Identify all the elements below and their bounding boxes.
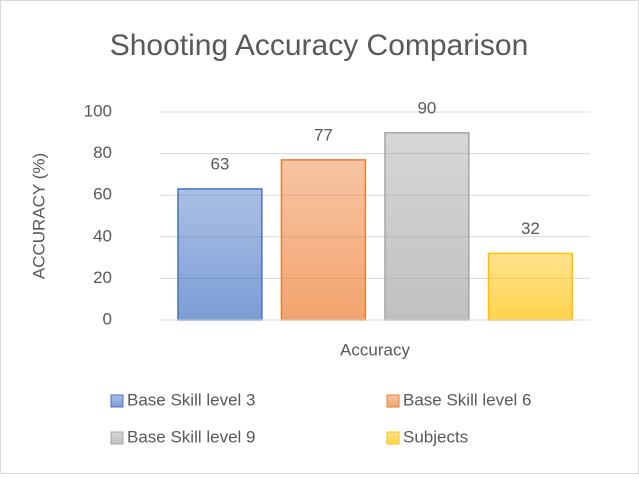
y-tick-label: 80 [93,143,112,162]
legend-swatch [386,431,400,445]
data-label: 63 [210,154,229,173]
legend-label: Base Skill level 6 [403,390,532,409]
y-tick-label: 100 [84,101,112,120]
data-label: 77 [314,125,333,144]
legend-label: Subjects [403,427,468,446]
legend-label: Base Skill level 3 [127,390,256,409]
y-tick-label: 20 [93,268,112,287]
y-tick-label: 60 [93,185,112,204]
y-axis-title: ACCURACY (%) [29,153,48,279]
chart-title: Shooting Accuracy Comparison [110,29,529,62]
x-tick-label: Accuracy [340,340,410,359]
y-tick-label: 0 [103,309,112,328]
legend-swatch [386,394,400,408]
y-tick-label: 40 [93,226,112,245]
bar [487,252,574,321]
legend-label: Base Skill level 9 [127,427,256,446]
legend-swatch [110,431,124,445]
bar [384,132,470,321]
data-label: 90 [417,98,436,117]
data-label: 32 [521,219,540,238]
legend-swatch [110,394,124,408]
bar [177,188,263,321]
bar [280,159,367,321]
